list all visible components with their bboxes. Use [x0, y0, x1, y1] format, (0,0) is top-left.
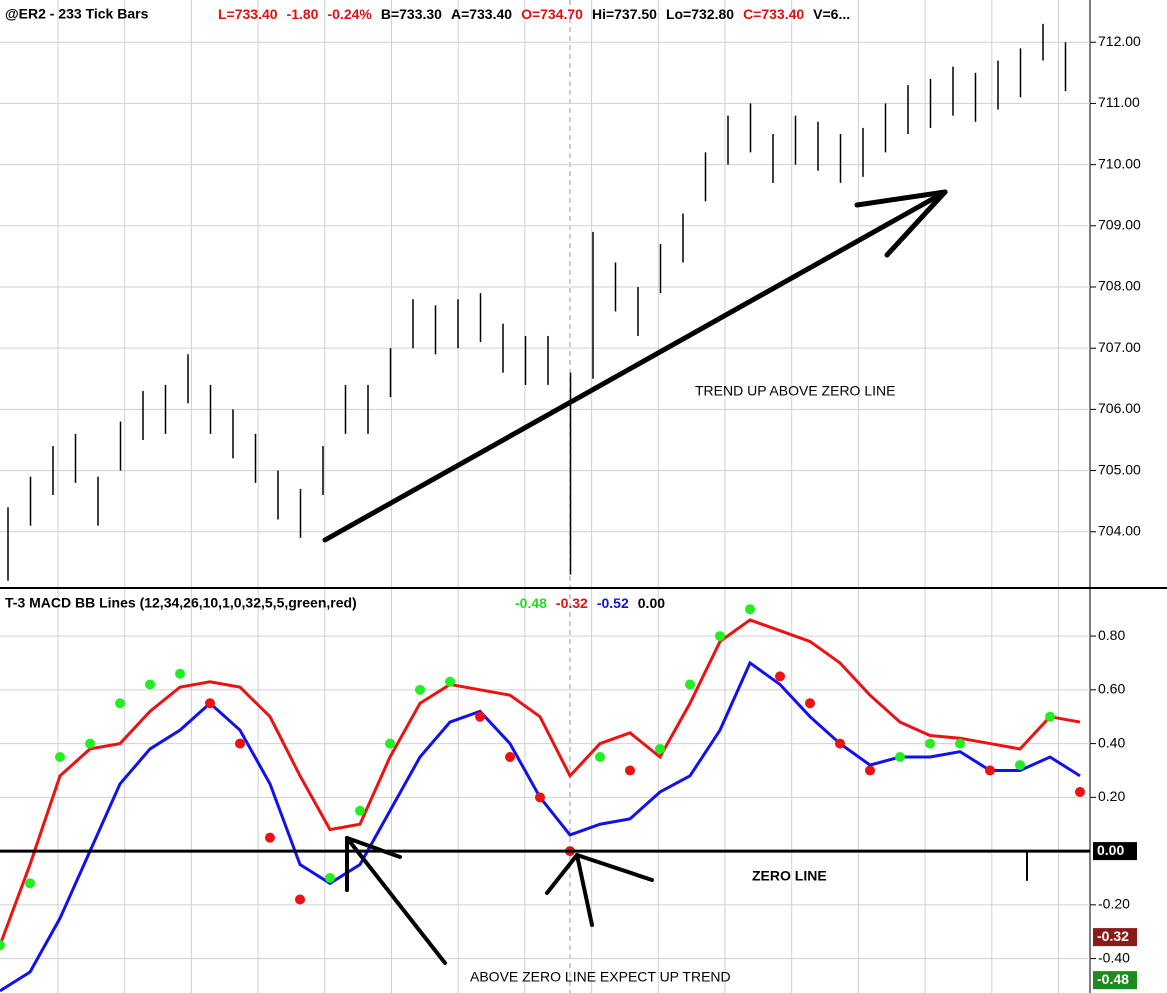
- dot: [355, 805, 365, 816]
- dot: [535, 792, 545, 803]
- y-tick-label: -0.20: [1098, 896, 1130, 912]
- readout: -0.24%: [327, 6, 372, 22]
- dot: [415, 684, 425, 695]
- y-tick-label: 710.00: [1098, 155, 1141, 171]
- dot: [925, 738, 935, 749]
- y-tick-label: 705.00: [1098, 461, 1141, 477]
- pointer-arrow: [575, 853, 594, 927]
- dot: [55, 752, 65, 763]
- readout: A=733.40: [451, 6, 512, 22]
- value-tag: [1093, 971, 1137, 990]
- value-tag: [1093, 928, 1137, 947]
- pointer-arrow: [345, 836, 447, 965]
- dot: [745, 604, 755, 615]
- dot: [955, 738, 965, 749]
- indicator-title: T-3 MACD BB Lines (12,34,26,10,1,0,32,5,…: [5, 595, 357, 611]
- time-grid: [57, 0, 1059, 993]
- value-tag-label: -0.32: [1097, 928, 1129, 944]
- value-tag-label: -0.48: [1097, 971, 1129, 987]
- dot: [205, 698, 215, 709]
- readout: 0.00: [638, 595, 665, 611]
- dot: [1045, 711, 1055, 722]
- y-tick-label: 0.20: [1098, 788, 1125, 804]
- readout: -1.80: [287, 6, 319, 22]
- y-tick-label: 707.00: [1098, 339, 1141, 355]
- dot: [655, 743, 665, 754]
- dot: [595, 752, 605, 763]
- y-tick-label: 706.00: [1098, 400, 1141, 416]
- readout: L=733.40: [218, 6, 278, 22]
- dot: [505, 752, 515, 763]
- dot: [985, 765, 995, 776]
- arrow-head: [345, 836, 402, 859]
- readouts: -0.48 -0.32 -0.52 0.00: [515, 595, 665, 611]
- dot: [1015, 760, 1025, 771]
- readout: O=734.70: [521, 6, 583, 22]
- readout: V=6...: [813, 6, 850, 22]
- value-tag: [1093, 842, 1137, 861]
- dot: [685, 679, 695, 690]
- dot: [805, 698, 815, 709]
- dot: [865, 765, 875, 776]
- dot: [0, 940, 5, 951]
- dot: [265, 832, 275, 843]
- readout: B=733.30: [381, 6, 442, 22]
- y-tick-label: 0.40: [1098, 734, 1125, 750]
- dot: [175, 668, 185, 679]
- dot: [325, 872, 335, 883]
- arrow-head: [575, 853, 654, 882]
- y-tick-label: -0.40: [1098, 949, 1130, 965]
- arrow-head: [545, 853, 579, 895]
- chart-title: @ER2 - 233 Tick Bars: [5, 6, 149, 22]
- dot: [475, 711, 485, 722]
- y-tick-label: 708.00: [1098, 278, 1141, 294]
- annotation: TREND UP ABOVE ZERO LINE: [695, 383, 895, 399]
- dot: [25, 878, 35, 889]
- dot: [625, 765, 635, 776]
- readout: -0.52: [597, 595, 629, 611]
- dot: [835, 738, 845, 749]
- readout: -0.32: [556, 595, 588, 611]
- annotation: ZERO LINE: [752, 868, 827, 884]
- trend-arrow: [322, 189, 948, 543]
- dot: [895, 752, 905, 763]
- quote-line: L=733.40 -1.80 -0.24% B=733.30 A=733.40 O=734…: [218, 6, 850, 22]
- dot: [715, 631, 725, 642]
- indicator-line: [0, 618, 1081, 946]
- dot: [235, 738, 245, 749]
- dot: [295, 894, 305, 905]
- dot: [445, 676, 455, 687]
- y-tick-label: 712.00: [1098, 33, 1141, 49]
- y-tick-label: 0.60: [1098, 681, 1125, 697]
- marks: 704.00 705.00 706.00 707.00 708.00 709.00 710.…: [0, 23, 1141, 993]
- dot: [1075, 786, 1085, 797]
- y-tick-label: 711.00: [1098, 94, 1140, 110]
- value-tag-label: 0.00: [1097, 842, 1124, 858]
- y-tick-label: 704.00: [1098, 522, 1141, 538]
- dot: [145, 679, 155, 690]
- arrow-head: [854, 189, 948, 208]
- y-tick-label: 709.00: [1098, 217, 1141, 233]
- y-tick-label: 0.80: [1098, 627, 1125, 643]
- readout: C=733.40: [743, 6, 804, 22]
- readout: -0.48: [515, 595, 547, 611]
- annotation: ABOVE ZERO LINE EXPECT UP TREND: [470, 969, 731, 985]
- readout: Lo=732.80: [666, 6, 734, 22]
- dot: [85, 738, 95, 749]
- readout: Hi=737.50: [592, 6, 657, 22]
- arrows: [322, 189, 1028, 965]
- dot: [775, 671, 785, 682]
- dot: [385, 738, 395, 749]
- dot: [115, 698, 125, 709]
- arrow-head: [884, 189, 948, 258]
